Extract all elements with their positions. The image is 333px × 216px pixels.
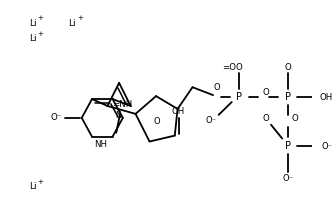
Text: +: + [38,31,44,37]
Text: O: O [236,63,243,72]
Text: O: O [262,114,269,123]
Text: +: + [77,15,83,21]
Text: NH: NH [94,140,107,149]
Text: P: P [236,92,242,102]
Text: O: O [292,114,299,123]
Text: Li: Li [29,183,37,191]
Text: +: + [38,15,44,21]
Text: =O: =O [222,63,236,72]
Text: =NH: =NH [112,100,132,109]
Text: Li: Li [29,34,37,43]
Text: P: P [285,92,291,102]
Text: O⁻: O⁻ [51,113,62,122]
Text: O⁻: O⁻ [282,173,293,183]
Text: P: P [285,141,291,151]
Text: OH: OH [172,107,185,116]
Text: O: O [154,117,160,126]
Text: OH: OH [320,93,333,102]
Text: Li: Li [69,19,76,28]
Text: O⁻: O⁻ [321,142,332,151]
Text: O⁻: O⁻ [206,116,217,125]
Text: N: N [115,111,121,120]
Text: O: O [284,63,291,72]
Text: O: O [213,83,220,92]
Text: Li: Li [29,19,37,28]
Text: O: O [262,88,269,97]
Text: +: + [38,179,44,185]
